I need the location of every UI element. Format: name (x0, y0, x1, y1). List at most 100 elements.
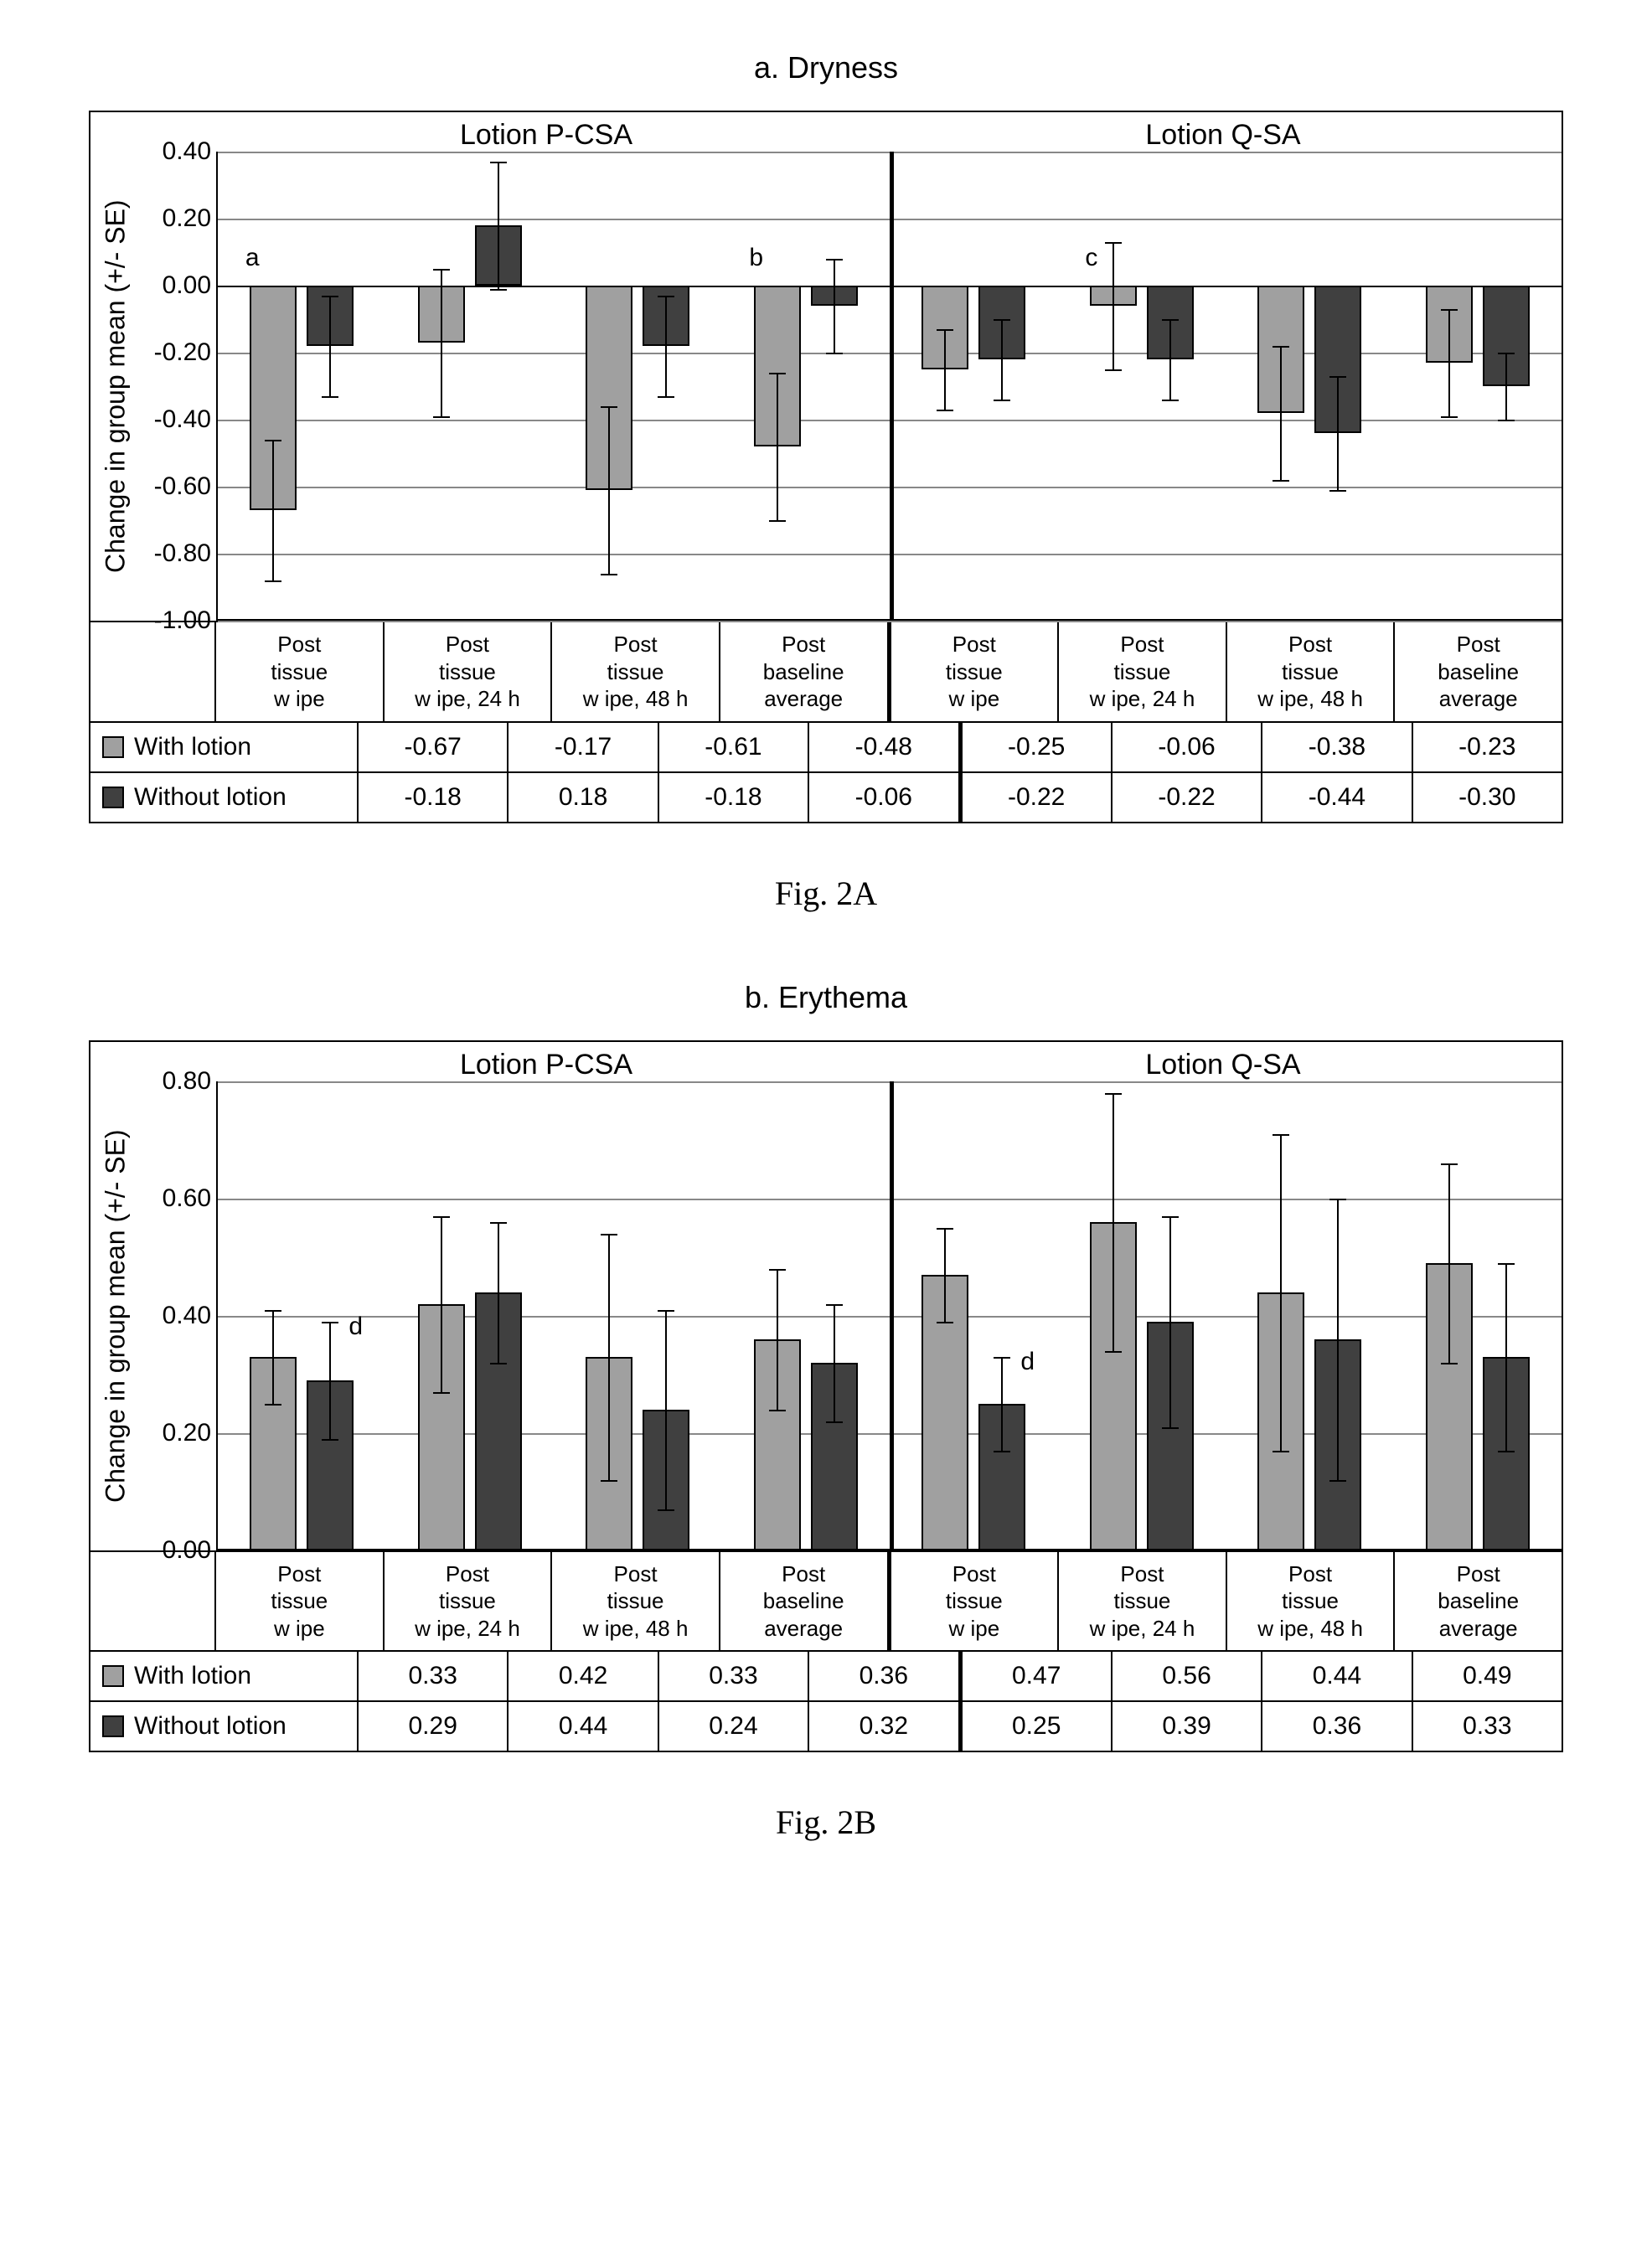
error-cap (322, 1439, 338, 1441)
error-cap (1162, 400, 1179, 401)
figA-legend-with: With lotion (90, 723, 359, 771)
figA-group-1: Lotion Q-SA (885, 119, 1562, 152)
error-cap (658, 1509, 674, 1511)
data-cell: -0.18 (359, 773, 509, 822)
figA-row-with: With lotion -0.67-0.17-0.61-0.48-0.25-0.… (90, 721, 1562, 771)
error-cap (1498, 1451, 1515, 1452)
ytick-label: 0.40 (163, 1302, 211, 1330)
ytick-label: 0.40 (163, 137, 211, 166)
data-cell: 0.33 (1413, 1702, 1562, 1751)
annotation-letter: c (1085, 244, 1097, 272)
figB-group-0: Lotion P-CSA (208, 1049, 885, 1081)
error-cap (433, 416, 450, 418)
figA-plot-col: 0.400.200.00-0.20-0.40-0.60-0.80-1.00 ab… (141, 152, 1562, 621)
data-cell: -0.25 (963, 723, 1113, 771)
error-cap (1162, 1427, 1179, 1429)
error-cap (994, 400, 1010, 401)
ytick-label: -0.20 (154, 338, 211, 367)
error-cap (1329, 1199, 1346, 1200)
figB-xcats: Post tissue w ipePost tissue w ipe, 24 h… (216, 1552, 1562, 1651)
figA-xcats: Post tissue w ipePost tissue w ipe, 24 h… (216, 622, 1562, 721)
data-cell: 0.47 (963, 1652, 1113, 1700)
error-cap (1441, 416, 1458, 418)
category-label: Post tissue w ipe (891, 622, 1060, 721)
error-bar (1113, 242, 1114, 369)
error-cap (322, 396, 338, 398)
error-cap (433, 1216, 450, 1218)
error-cap (769, 520, 786, 522)
figA-chart: Change in group mean (+/- SE) 0.400.200.… (90, 152, 1562, 621)
category-label: Post tissue w ipe, 48 h (1227, 622, 1396, 721)
error-cap (1329, 1480, 1346, 1482)
error-bar (1280, 346, 1282, 480)
error-cap (1441, 1363, 1458, 1364)
error-bar (441, 269, 442, 416)
figB-without-cells: 0.290.440.240.320.250.390.360.33 (359, 1702, 1562, 1751)
error-cap (601, 1234, 617, 1235)
error-bar (1169, 319, 1171, 400)
figA-legend-with-label: With lotion (134, 733, 251, 761)
category-label: Post tissue w ipe, 48 h (552, 622, 720, 721)
error-cap (1162, 319, 1179, 321)
data-cell: -0.18 (659, 773, 809, 822)
error-cap (769, 373, 786, 374)
figB-ylabel: Change in group mean (+/- SE) (90, 1081, 141, 1550)
error-cap (658, 296, 674, 297)
category-label: Post tissue w ipe, 24 h (385, 622, 553, 721)
ytick-label: 0.20 (163, 204, 211, 233)
figB-row-with: With lotion 0.330.420.330.360.470.560.44… (90, 1650, 1562, 1700)
error-bar (834, 259, 835, 353)
data-cell: 0.25 (963, 1702, 1113, 1751)
figB-chart: Change in group mean (+/- SE) 0.800.600.… (90, 1081, 1562, 1550)
error-bar (608, 1234, 610, 1480)
annotation-letter: d (1020, 1348, 1035, 1376)
error-bar (1280, 1134, 1282, 1451)
figB-panel: Lotion P-CSA Lotion Q-SA Change in group… (89, 1040, 1563, 1753)
data-cell: -0.30 (1413, 773, 1562, 822)
data-cell: 0.44 (1262, 1652, 1412, 1700)
error-cap (265, 1310, 281, 1312)
figB-plot-col: 0.800.600.400.200.00 dd (141, 1081, 1562, 1550)
figA-group-header: Lotion P-CSA Lotion Q-SA (90, 112, 1562, 152)
category-label: Post baseline average (1395, 622, 1562, 721)
data-cell: 0.39 (1113, 1702, 1262, 1751)
error-cap (1498, 420, 1515, 421)
ytick-label: 0.00 (163, 1536, 211, 1565)
figA-without-cells: -0.180.18-0.18-0.06-0.22-0.22-0.44-0.30 (359, 773, 1562, 822)
figB-legend-without: Without lotion (90, 1702, 359, 1751)
ytick-label: -1.00 (154, 606, 211, 635)
category-label: Post tissue w ipe, 24 h (1059, 1552, 1227, 1651)
ytick-label: 0.60 (163, 1184, 211, 1213)
data-cell: -0.23 (1413, 723, 1562, 771)
error-bar (1337, 1199, 1339, 1480)
annotation-letter: b (749, 244, 763, 272)
error-cap (769, 1269, 786, 1271)
ytick-label: 0.20 (163, 1419, 211, 1447)
category-label: Post tissue w ipe (216, 622, 385, 721)
error-bar (498, 162, 499, 289)
ytick-label: -0.40 (154, 405, 211, 434)
figB-group-header: Lotion P-CSA Lotion Q-SA (90, 1042, 1562, 1081)
error-cap (433, 269, 450, 271)
error-bar (1001, 1357, 1003, 1451)
error-cap (994, 1357, 1010, 1359)
error-cap (994, 319, 1010, 321)
category-label: Post tissue w ipe (891, 1552, 1060, 1651)
figA-title: a. Dryness (51, 50, 1601, 85)
data-cell: 0.56 (1113, 1652, 1262, 1700)
data-cell: 0.36 (1262, 1702, 1412, 1751)
figA-group-0: Lotion P-CSA (208, 119, 885, 152)
category-label: Post baseline average (720, 1552, 891, 1651)
error-bar (1169, 1216, 1171, 1427)
error-cap (1329, 376, 1346, 378)
error-cap (601, 406, 617, 408)
category-label: Post tissue w ipe, 24 h (1059, 622, 1227, 721)
error-bar (498, 1222, 499, 1363)
error-cap (1162, 1216, 1179, 1218)
ytick-label: 0.00 (163, 271, 211, 300)
error-cap (1105, 1351, 1122, 1353)
annotation-letter: a (245, 244, 260, 272)
error-bar (944, 1228, 946, 1322)
category-label: Post tissue w ipe, 48 h (552, 1552, 720, 1651)
figB-row-without: Without lotion 0.290.440.240.320.250.390… (90, 1700, 1562, 1751)
